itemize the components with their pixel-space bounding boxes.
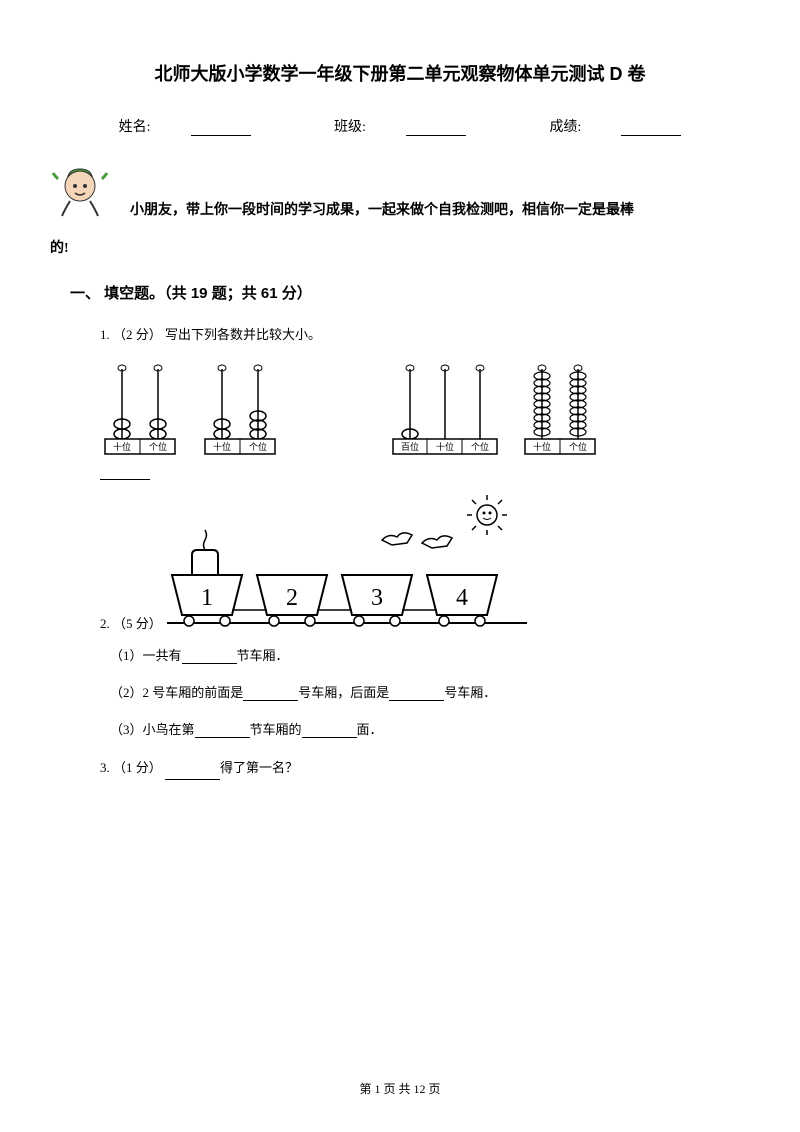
abacus-1-icon: 十位 个位 xyxy=(100,364,180,459)
svg-text:个位: 个位 xyxy=(149,441,167,452)
svg-text:2: 2 xyxy=(286,585,298,611)
abacus-4-icon: 十位 个位 xyxy=(520,364,600,459)
question-2-sub3: （3）小鸟在第节车厢的面． xyxy=(110,719,730,738)
question-2-sub2: （2）2 号车厢的前面是号车厢，后面是号车厢． xyxy=(110,682,730,701)
svg-text:十位: 十位 xyxy=(113,441,131,452)
svg-text:百位: 百位 xyxy=(401,441,419,452)
svg-text:十位: 十位 xyxy=(533,441,551,452)
svg-text:个位: 个位 xyxy=(569,441,587,452)
intro-text-line2: 的! xyxy=(50,237,730,257)
question-3: 3. （1 分） 得了第一名？ xyxy=(100,756,730,779)
cartoon-character-icon xyxy=(50,161,110,221)
class-field: 班级: xyxy=(314,120,486,135)
train-icon: 1 2 3 4 xyxy=(167,495,527,635)
answer-blank-line xyxy=(100,479,150,480)
page-footer: 第 1 页 共 12 页 xyxy=(0,1080,800,1097)
abacus-row: 十位 个位 十位 个位 百位 十位 个位 xyxy=(100,364,730,459)
section-heading: 一、 填空题。（共 19 题；共 61 分） xyxy=(70,282,730,303)
abacus-3-icon: 百位 十位 个位 xyxy=(390,364,500,459)
svg-text:十位: 十位 xyxy=(213,441,231,452)
question-1: 1. （2 分） 写出下列各数并比较大小。 xyxy=(100,323,730,346)
name-field: 姓名: xyxy=(99,120,271,135)
abacus-2-icon: 十位 个位 xyxy=(200,364,280,459)
score-field: 成绩: xyxy=(529,120,701,135)
question-2-wrap: 2. （5 分） xyxy=(100,495,730,635)
svg-text:4: 4 xyxy=(456,585,468,611)
intro-text-line1: 小朋友，带上你一段时间的学习成果，一起来做个自我检测吧，相信你一定是最棒 xyxy=(130,161,730,227)
svg-text:3: 3 xyxy=(371,585,383,611)
intro-row: 小朋友，带上你一段时间的学习成果，一起来做个自我检测吧，相信你一定是最棒 xyxy=(70,161,730,227)
page-title: 北师大版小学数学一年级下册第二单元观察物体单元测试 D 卷 xyxy=(70,60,730,86)
question-2-sub1: （1）一共有节车厢． xyxy=(110,645,730,664)
question-2-label: 2. （5 分） xyxy=(100,612,162,635)
svg-text:个位: 个位 xyxy=(471,441,489,452)
svg-text:1: 1 xyxy=(201,585,213,611)
info-line: 姓名: 班级: 成绩: xyxy=(70,116,730,136)
svg-text:个位: 个位 xyxy=(249,441,267,452)
svg-text:十位: 十位 xyxy=(436,441,454,452)
